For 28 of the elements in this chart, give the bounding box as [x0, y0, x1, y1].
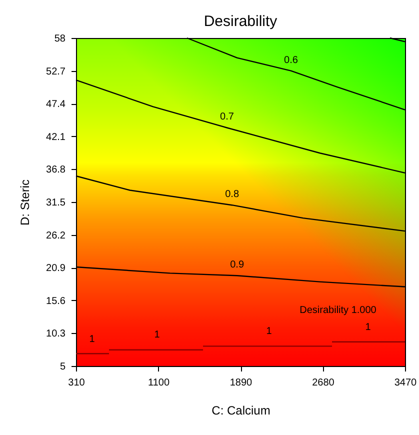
annotation: 1 — [365, 322, 372, 334]
y-tick-label: 31.5 — [46, 198, 66, 208]
y-tick-label: 52.7 — [46, 66, 66, 78]
y-tick-label: 15.6 — [46, 296, 66, 307]
annotation: 1 — [154, 330, 160, 341]
x-tick-label: 2680 — [312, 378, 335, 388]
x-tick-label: 1100 — [148, 378, 170, 388]
annotation: 0.7 — [220, 112, 234, 123]
y-tick-label: 20.9 — [46, 263, 66, 274]
annotation: 0.6 — [284, 54, 298, 66]
x-tick-label: 310 — [68, 378, 86, 388]
annotation: 1 — [266, 326, 272, 337]
annotation: 0.8 — [225, 189, 240, 200]
annotation: 1 — [89, 334, 96, 345]
x-tick-label: 1890 — [230, 378, 253, 388]
annotation: 0.9 — [230, 260, 244, 271]
annotation: Desirability 1.000 — [300, 305, 377, 316]
y-axis-title: D: Steric — [18, 179, 32, 226]
chart-title: Desirability — [204, 13, 278, 30]
y-tick-label: 58 — [54, 34, 66, 44]
y-tick-label: 47.4 — [46, 99, 66, 110]
y-tick-label: 36.8 — [46, 164, 66, 176]
x-axis-title: C: Calcium — [212, 404, 270, 418]
x-tick-label: 3470 — [394, 378, 418, 388]
y-tick-label: 5 — [60, 362, 66, 372]
y-tick-label: 26.2 — [46, 230, 66, 242]
y-tick-label: 10.3 — [46, 328, 66, 340]
y-tick-label: 42.1 — [46, 132, 66, 143]
